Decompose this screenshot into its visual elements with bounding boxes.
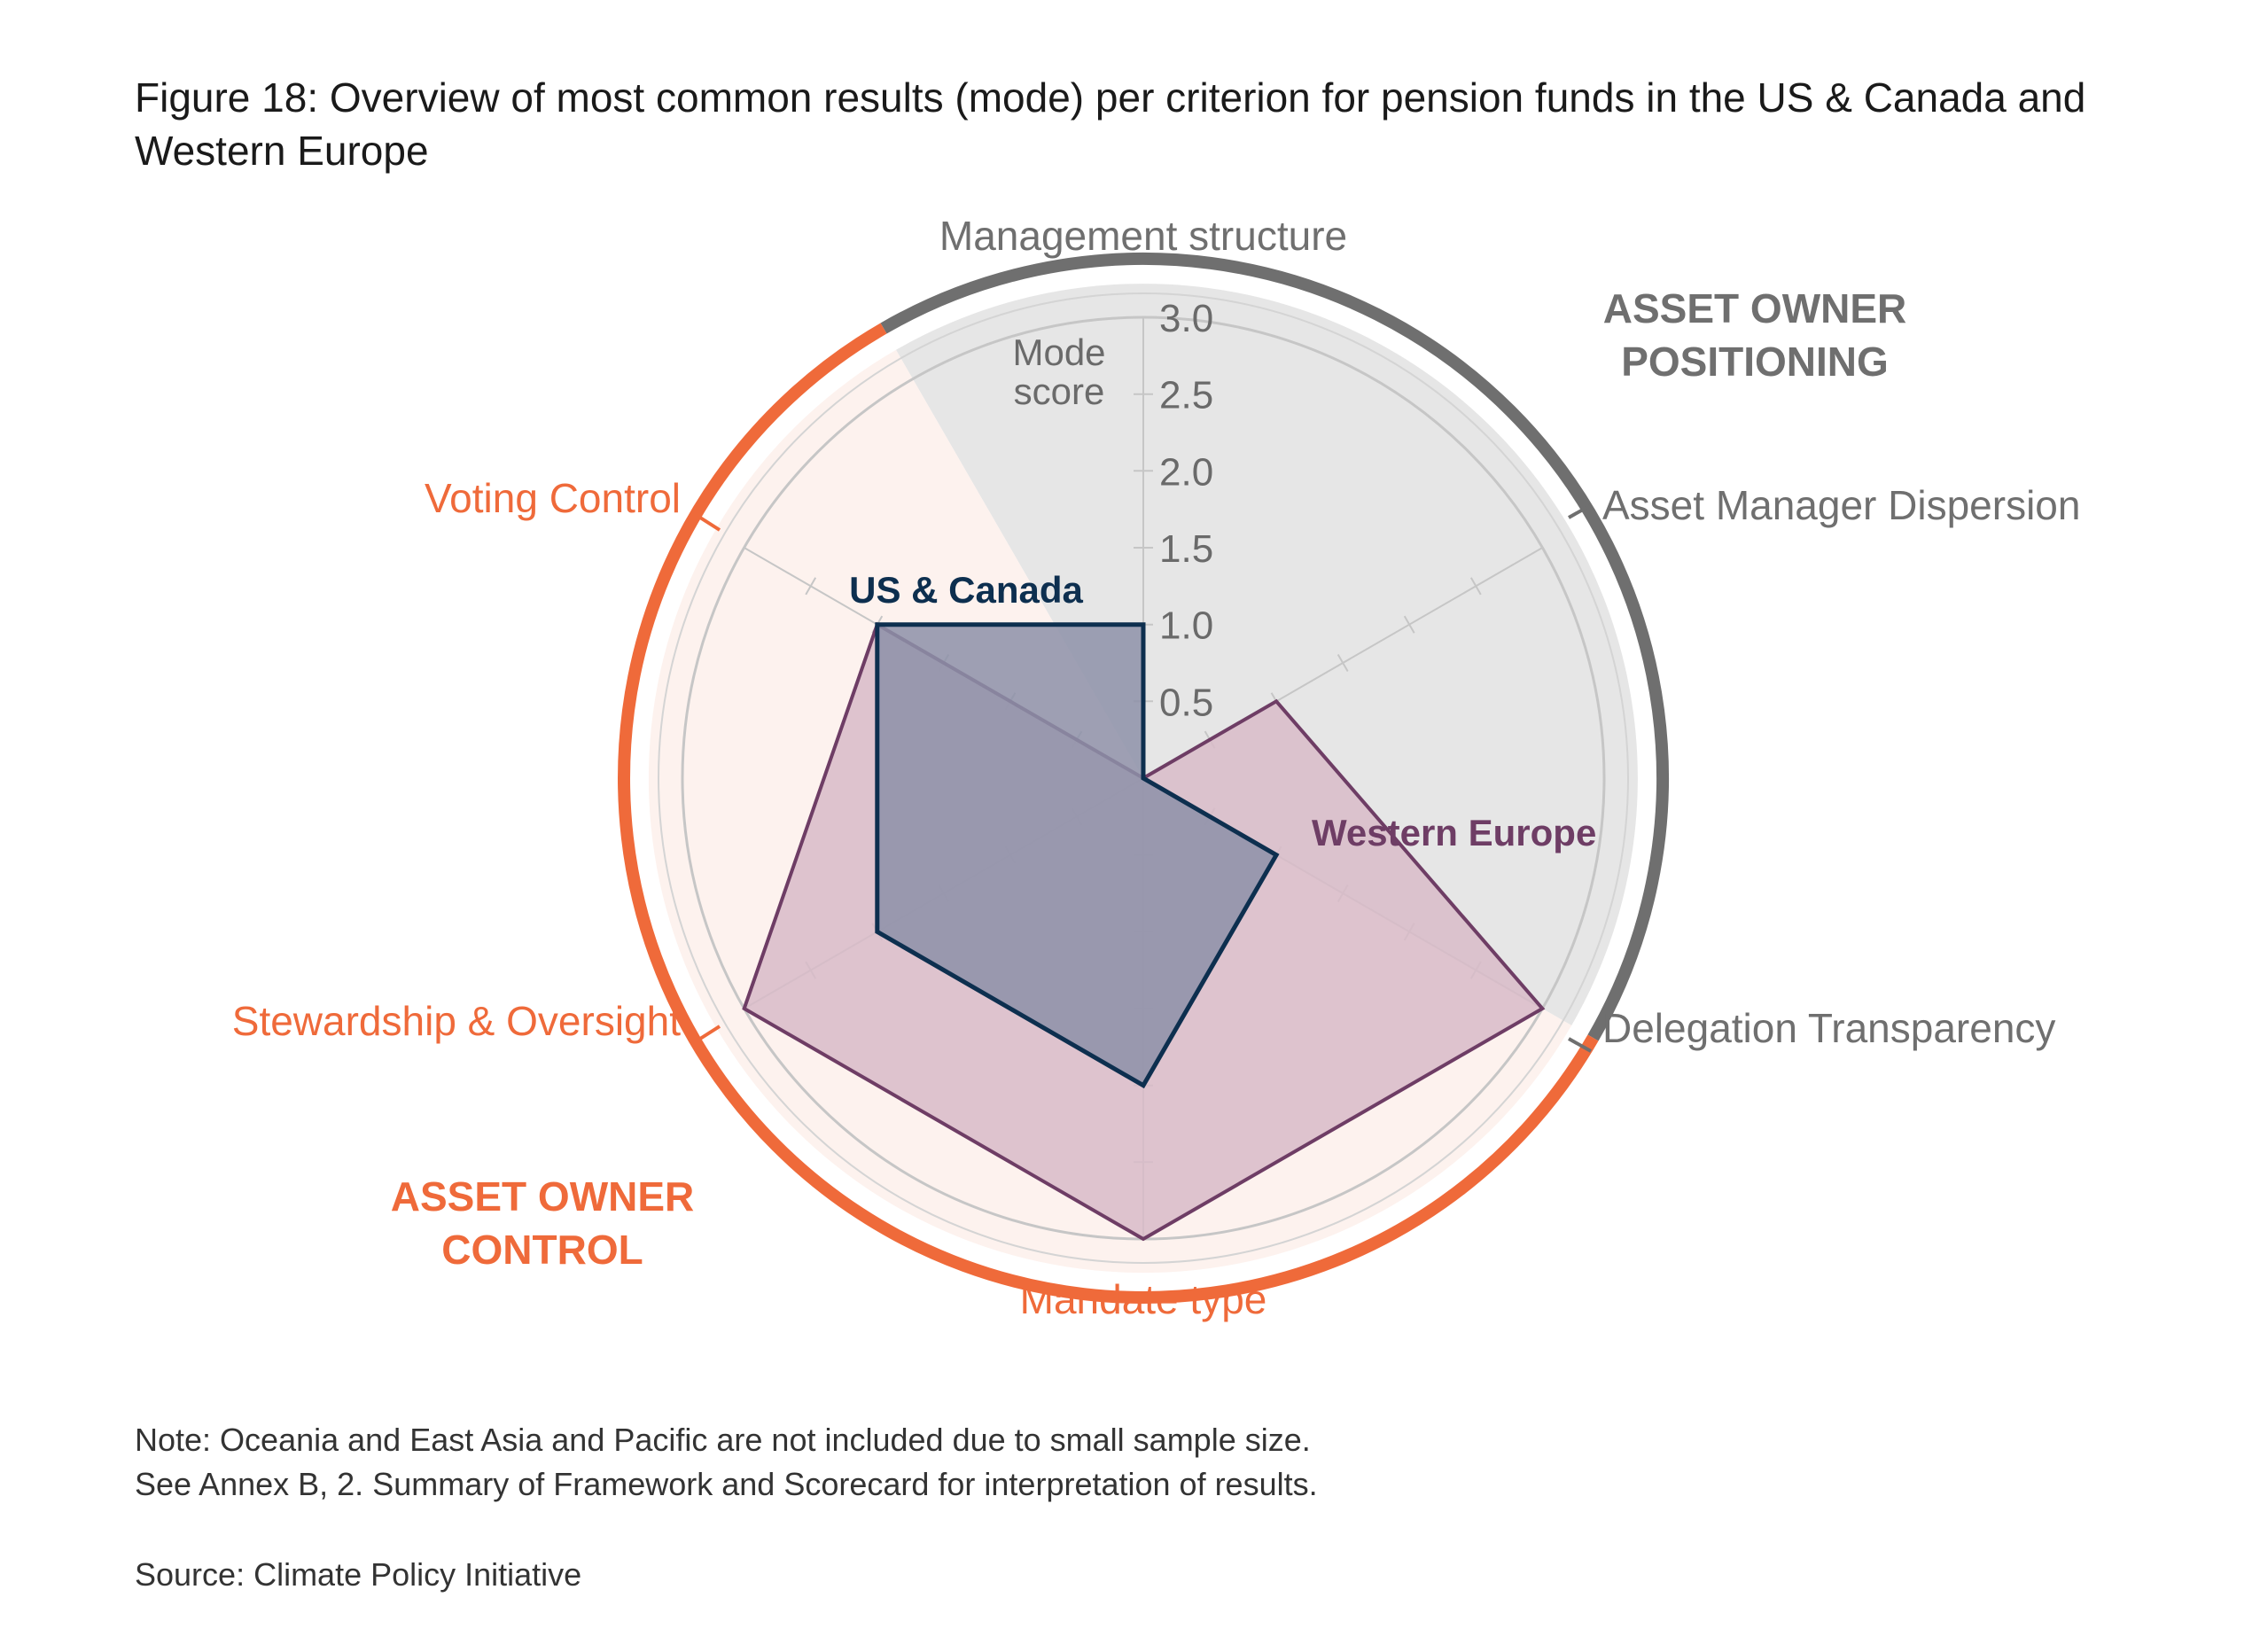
axis-tick	[1469, 577, 1482, 596]
group-label-line-1: ASSET OWNER	[1603, 285, 1906, 331]
group-label-line-2: POSITIONING	[1621, 339, 1889, 385]
note-block: Note: Oceania and East Asia and Pacific …	[135, 1418, 1318, 1507]
axis-title-line-2: score	[1014, 370, 1105, 412]
grid-circle-outer	[658, 292, 1629, 1264]
tick-label: 0.5	[1159, 681, 1213, 724]
tick-label: 3.0	[1159, 297, 1213, 340]
leader-line	[1568, 503, 1592, 519]
category-label: Asset Manager Dispersion	[1602, 482, 2080, 528]
series-label: Western Europe	[1312, 812, 1596, 853]
note-line-2: See Annex B, 2. Summary of Framework and…	[135, 1466, 1318, 1502]
figure-title: Figure 18: Overview of most common resul…	[135, 74, 2086, 174]
leader-line	[698, 1025, 721, 1040]
tick-label: 2.5	[1159, 374, 1213, 417]
leader-line	[1568, 1037, 1592, 1053]
category-label: Voting Control	[425, 475, 681, 521]
axis-tick	[805, 577, 817, 596]
axis-tick	[1403, 615, 1415, 634]
category-label: Stewardship & Oversight	[232, 998, 681, 1044]
control-ring	[618, 323, 1599, 1304]
axis-title-line-1: Mode	[1012, 331, 1105, 373]
series-us-canada	[875, 622, 1280, 1089]
tick-label: 1.0	[1159, 604, 1213, 648]
labels: Management structure Asset Manager Disper…	[232, 213, 2081, 1322]
note-line-1: Note: Oceania and East Asia and Pacific …	[135, 1422, 1311, 1458]
leader-line	[698, 516, 721, 532]
axis-tick	[1337, 653, 1349, 673]
positioning-ring	[880, 253, 1669, 1041]
category-label: Delegation Transparency	[1602, 1005, 2055, 1051]
positioning-sector	[896, 284, 1638, 1025]
category-label: Management structure	[939, 213, 1347, 259]
tick-label: 2.0	[1159, 450, 1213, 494]
group-label-line-2: CONTROL	[441, 1227, 643, 1273]
category-label: Mandate type	[1020, 1276, 1267, 1322]
series	[742, 621, 1546, 1242]
series-label: US & Canada	[849, 569, 1083, 611]
source-line: Source: Climate Policy Initiative	[135, 1556, 582, 1593]
tick-label: 1.5	[1159, 527, 1213, 571]
group-label-line-1: ASSET OWNER	[391, 1173, 694, 1220]
